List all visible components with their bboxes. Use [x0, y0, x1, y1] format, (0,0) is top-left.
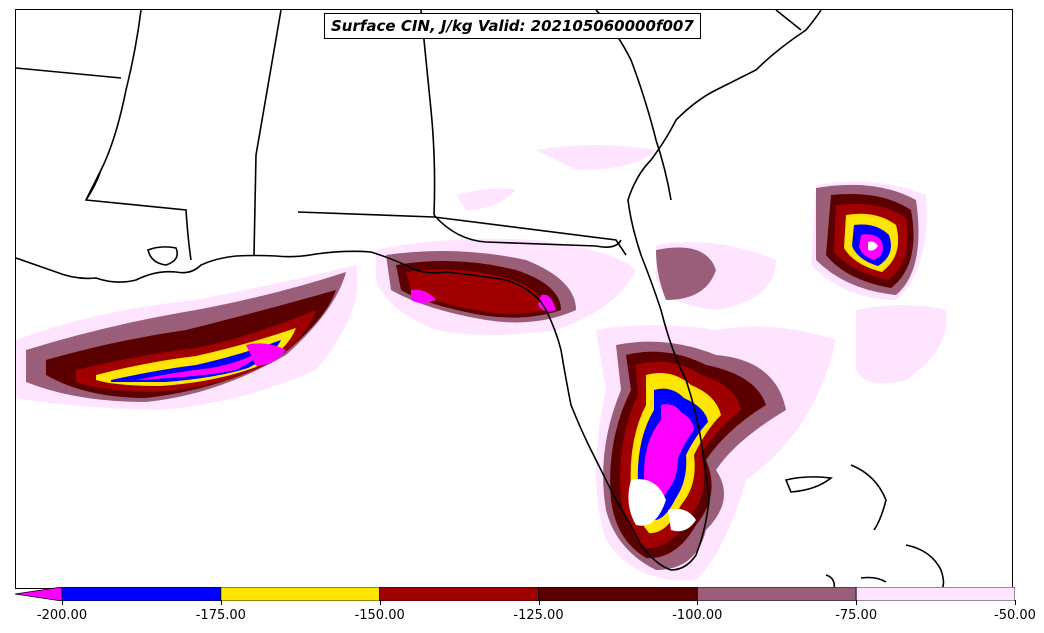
colorbar-tick-mark	[856, 600, 858, 605]
colorbar-tick-mark	[697, 600, 699, 605]
colorbar-bin	[696, 587, 857, 601]
colorbar-bin	[538, 587, 698, 601]
colorbar-tick-mark	[379, 600, 381, 605]
colorbar-bin	[61, 587, 222, 601]
colorbar-tick-label: -50.00	[994, 608, 1036, 623]
colorbar-tick-label: -100.00	[672, 608, 723, 623]
cin-field	[16, 145, 947, 581]
colorbar-tick-label: -150.00	[354, 608, 405, 623]
colorbar-bin	[379, 587, 539, 601]
colorbar-bin	[855, 587, 1015, 601]
colorbar-bin	[15, 587, 63, 601]
colorbar-tick-mark	[62, 600, 63, 605]
colorbar-tick-label: -125.00	[513, 608, 564, 623]
colorbar-tick-label: -200.00	[36, 608, 88, 623]
colorbar-tick-mark	[1015, 600, 1016, 605]
colorbar	[15, 587, 1015, 601]
boundaries	[16, 10, 945, 588]
colorbar-tick-label: -175.00	[195, 608, 246, 623]
colorbar-bin	[220, 587, 381, 601]
map-panel	[15, 9, 1013, 589]
colorbar-tick-mark	[538, 600, 540, 605]
colorbar-tick-label: -75.00	[835, 608, 878, 623]
colorbar-tick-mark	[220, 600, 222, 605]
map-title: Surface CIN, J/kg Valid: 202105060000f00…	[324, 13, 701, 39]
map-svg	[16, 10, 947, 588]
